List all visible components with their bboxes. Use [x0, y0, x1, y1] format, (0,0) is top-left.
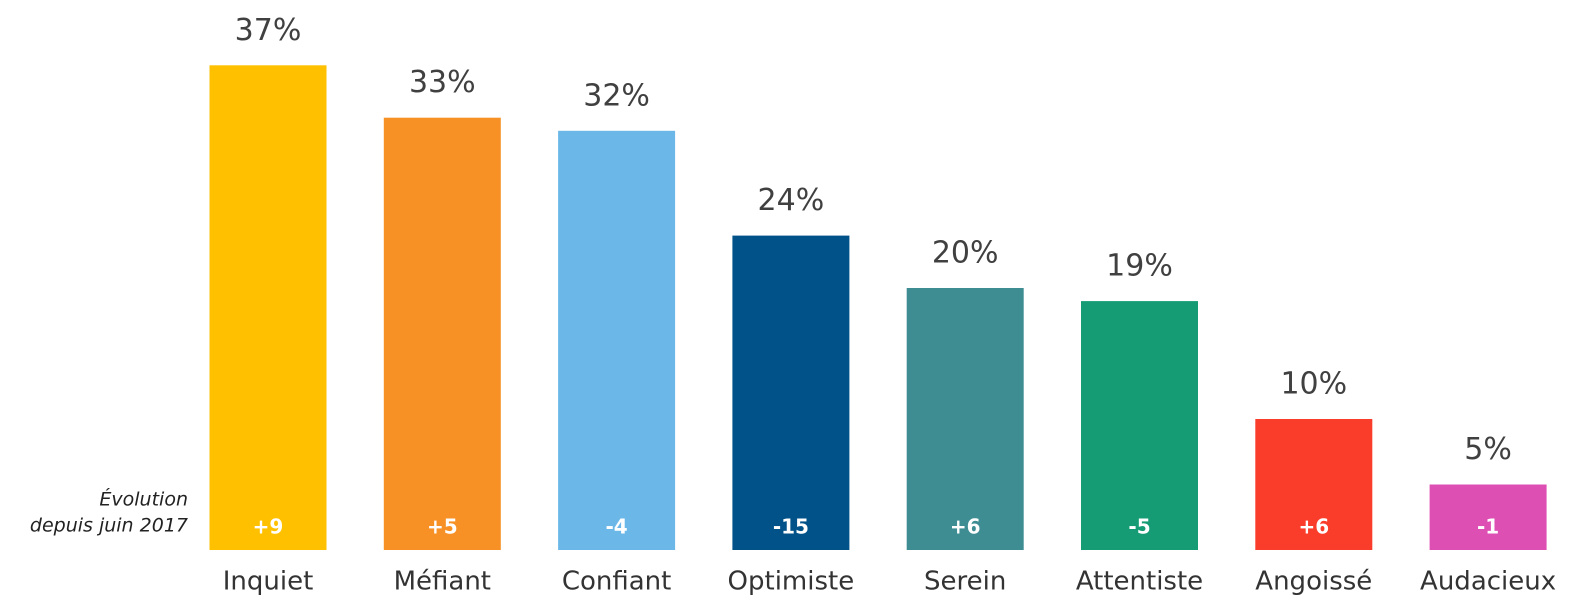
value-label: 20% — [932, 236, 999, 271]
evolution-title: depuis juin 2017 — [30, 515, 188, 537]
evolution-label: -15 — [773, 515, 809, 539]
value-label: 19% — [1106, 249, 1173, 284]
value-label: 5% — [1464, 432, 1512, 467]
x-tick-label: Optimiste — [728, 567, 855, 597]
x-tick-label: Serein — [924, 567, 1006, 597]
value-label: 37% — [235, 13, 302, 48]
x-tick-label: Angoissé — [1255, 567, 1372, 597]
x-tick-label: Méfiant — [394, 567, 491, 597]
x-tick-label: Confiant — [562, 567, 672, 597]
bar — [383, 117, 501, 550]
bar — [1081, 301, 1198, 550]
value-label: 32% — [583, 78, 650, 113]
evolution-label: +9 — [253, 515, 284, 539]
x-tick-label: Inquiet — [223, 567, 314, 597]
x-tick-label: Attentiste — [1076, 567, 1203, 597]
value-label: 33% — [409, 65, 476, 100]
bar — [1255, 419, 1373, 550]
evolution-label: -1 — [1477, 515, 1499, 539]
evolution-title: Évolution — [99, 488, 188, 511]
bar — [209, 65, 327, 551]
value-label: 10% — [1280, 367, 1347, 402]
bar — [906, 288, 1024, 550]
bar — [1429, 484, 1547, 550]
evolution-label: +6 — [950, 515, 981, 539]
evolution-label: -4 — [605, 515, 627, 539]
evolution-label: +5 — [427, 515, 458, 539]
evolution-label: +6 — [1298, 515, 1329, 539]
bar — [732, 235, 850, 550]
evolution-label: -5 — [1128, 515, 1150, 539]
value-label: 24% — [758, 183, 825, 218]
bar — [558, 130, 676, 551]
x-tick-label: Audacieux — [1420, 567, 1556, 597]
